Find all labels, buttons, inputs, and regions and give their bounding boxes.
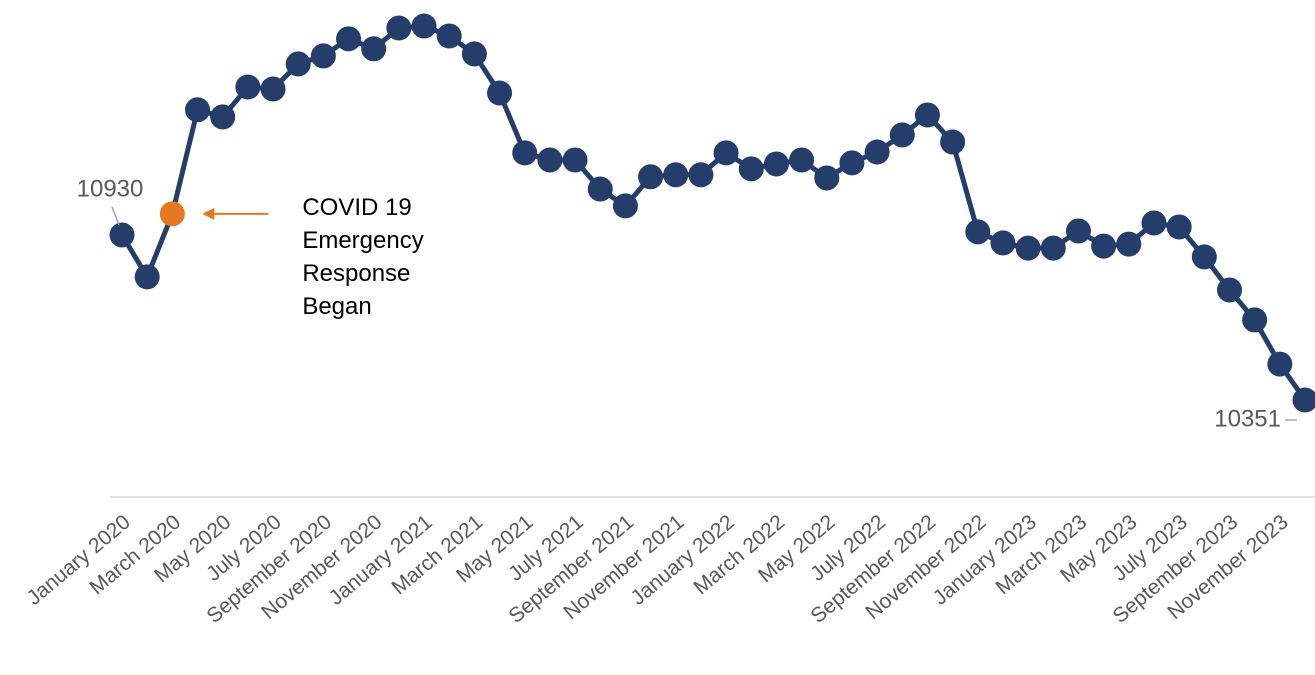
marker — [1267, 351, 1293, 377]
marker — [1040, 235, 1066, 261]
marker — [738, 156, 764, 182]
marker — [235, 74, 261, 100]
marker — [1065, 218, 1091, 244]
leader-line — [111, 206, 120, 226]
marker — [789, 147, 815, 173]
marker — [1091, 233, 1117, 259]
marker — [1191, 244, 1217, 270]
data-label: 10351 — [1214, 405, 1281, 432]
marker — [763, 151, 789, 177]
marker — [814, 165, 840, 191]
marker — [134, 264, 160, 290]
marker — [688, 162, 714, 188]
annotation: COVID 19 Emergency Response Began — [302, 193, 424, 320]
marker — [361, 36, 387, 62]
marker — [713, 140, 739, 166]
marker — [839, 150, 865, 176]
marker — [914, 102, 940, 128]
marker — [864, 139, 890, 165]
marker — [638, 164, 664, 190]
marker — [185, 97, 211, 123]
data-label: 10930 — [77, 175, 144, 202]
marker — [487, 80, 513, 106]
marker — [1292, 387, 1315, 413]
marker — [285, 51, 311, 77]
marker — [260, 76, 286, 102]
annotation-text: COVID 19 Emergency Response Began — [302, 193, 424, 320]
series-line — [119, 23, 1308, 402]
marker — [386, 15, 412, 41]
marker — [663, 162, 689, 188]
marker — [889, 122, 915, 148]
marker — [1166, 214, 1192, 240]
marker — [1216, 277, 1242, 303]
marker — [210, 104, 236, 130]
marker — [562, 147, 588, 173]
marker — [612, 193, 638, 219]
marker — [587, 176, 613, 202]
marker — [411, 13, 437, 39]
marker — [461, 41, 487, 67]
marker — [1116, 231, 1142, 257]
marker — [512, 140, 538, 166]
marker — [1141, 210, 1167, 236]
marker — [310, 43, 336, 69]
marker — [336, 26, 362, 52]
marker — [1242, 307, 1268, 333]
marker — [159, 201, 185, 227]
marker — [965, 219, 991, 245]
marker — [537, 147, 563, 173]
marker — [1015, 235, 1041, 261]
annotation-arrowhead — [202, 207, 215, 220]
marker — [436, 23, 462, 49]
marker — [109, 222, 135, 248]
marker — [990, 230, 1016, 256]
marker — [940, 129, 966, 155]
